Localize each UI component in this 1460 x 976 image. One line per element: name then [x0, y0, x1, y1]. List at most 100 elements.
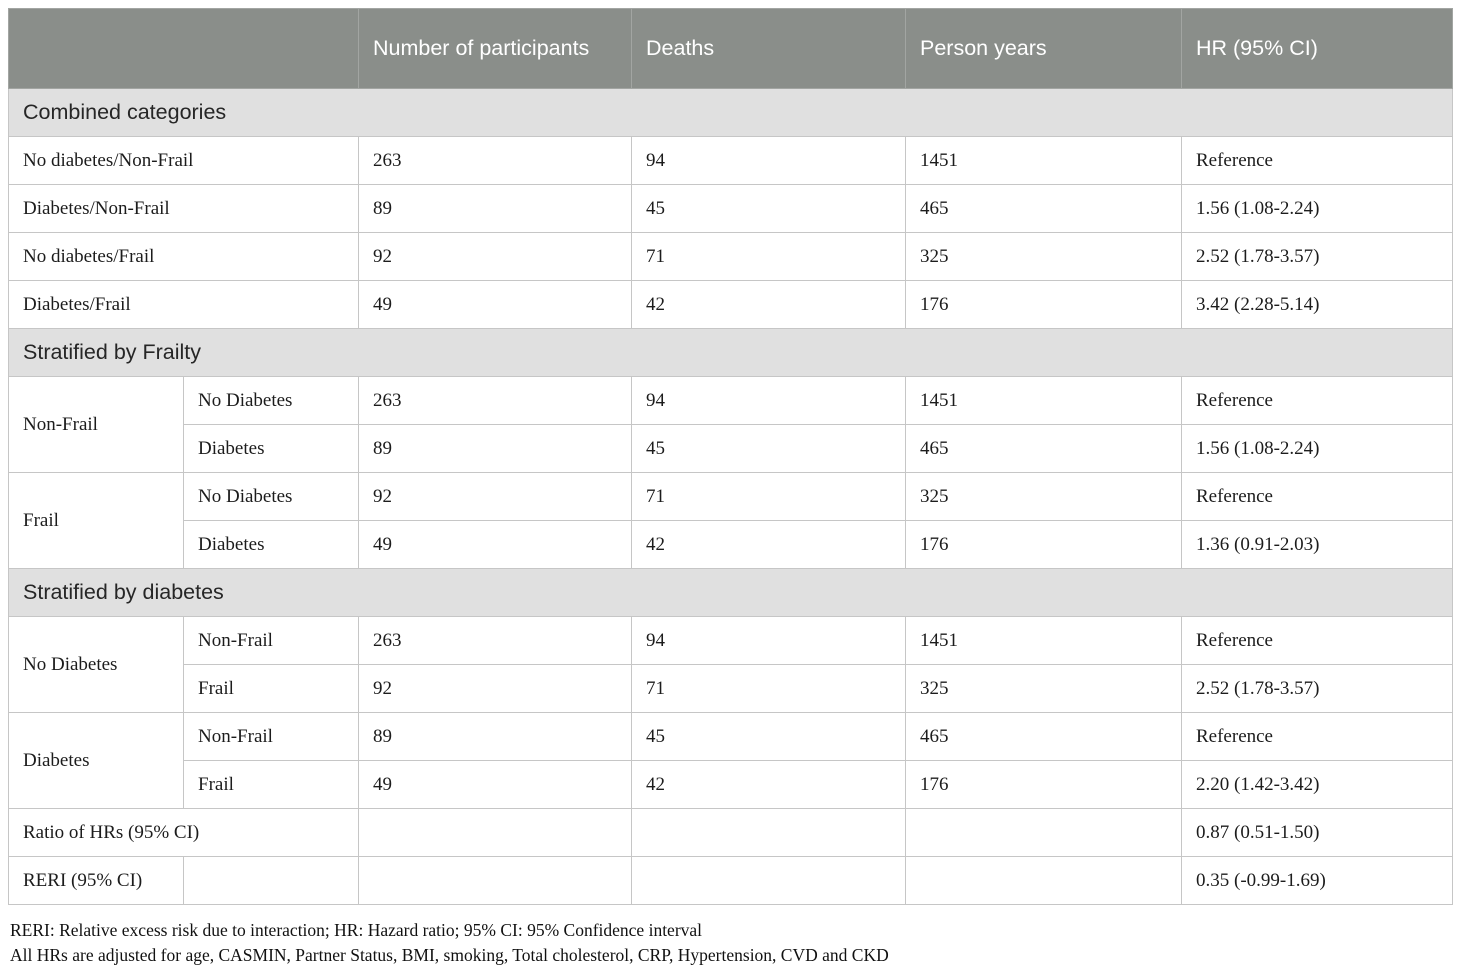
- cell-deaths: 71: [631, 232, 906, 281]
- table-row: Diabetes 49 42 176 1.36 (0.91-2.03): [9, 520, 1453, 569]
- cell-person-years: 465: [905, 712, 1182, 761]
- cell-deaths: 94: [631, 136, 906, 185]
- hazard-ratio-table: Number of participants Deaths Person yea…: [8, 8, 1453, 905]
- cell-hr: 3.42 (2.28-5.14): [1181, 280, 1453, 329]
- cell-sub-empty: [183, 856, 359, 905]
- cell-deaths-empty: [631, 808, 906, 857]
- cell-sub-label: Non-Frail: [183, 616, 359, 665]
- cell-hr: Reference: [1181, 376, 1453, 425]
- cell-deaths-empty: [631, 856, 906, 905]
- cell-deaths: 94: [631, 616, 906, 665]
- column-header-person-years: Person years: [905, 8, 1182, 89]
- table-row: Non-Frail No Diabetes 263 94 1451 Refere…: [8, 376, 1453, 473]
- cell-sub-label: No Diabetes: [183, 472, 359, 521]
- cell-hr: 1.36 (0.91-2.03): [1181, 520, 1453, 569]
- cell-sub-label: Diabetes: [183, 424, 359, 473]
- cell-person-years: 1451: [905, 376, 1182, 425]
- cell-group-label: No Diabetes: [8, 616, 184, 713]
- cell-participants: 263: [358, 376, 632, 425]
- table-row: Diabetes/Frail 49 42 176 3.42 (2.28-5.14…: [8, 280, 1453, 329]
- cell-hr: Reference: [1181, 472, 1453, 521]
- table-row: Frail 92 71 325 2.52 (1.78-3.57): [9, 664, 1453, 713]
- table-header-row: Number of participants Deaths Person yea…: [8, 8, 1453, 89]
- cell-participants: 263: [358, 136, 632, 185]
- table-row: No diabetes/Frail 92 71 325 2.52 (1.78-3…: [8, 232, 1453, 281]
- cell-person-years: 176: [905, 520, 1182, 569]
- section-title: Stratified by diabetes: [8, 568, 1453, 617]
- cell-hr: 2.20 (1.42-3.42): [1181, 760, 1453, 809]
- table-row-reri: RERI (95% CI) 0.35 (-0.99-1.69): [8, 856, 1453, 905]
- cell-sub-label: No Diabetes: [183, 376, 359, 425]
- cell-group-label: Diabetes: [8, 712, 184, 809]
- cell-participants: 49: [358, 280, 632, 329]
- cell-participants: 49: [358, 520, 632, 569]
- footnote-adjustments: All HRs are adjusted for age, CASMIN, Pa…: [10, 945, 889, 965]
- cell-sub-label: Non-Frail: [183, 712, 359, 761]
- cell-sub-label: Frail: [183, 664, 359, 713]
- cell-participants: 92: [358, 664, 632, 713]
- cell-hr: 0.35 (-0.99-1.69): [1181, 856, 1453, 905]
- cell-deaths: 42: [631, 280, 906, 329]
- cell-participants: 89: [358, 184, 632, 233]
- cell-participants: 92: [358, 472, 632, 521]
- cell-person-years: 176: [905, 280, 1182, 329]
- cell-person-years: 465: [905, 184, 1182, 233]
- cell-hr: Reference: [1181, 616, 1453, 665]
- cell-participants: 263: [358, 616, 632, 665]
- cell-participants: 49: [358, 760, 632, 809]
- table-row: No diabetes/Non-Frail 263 94 1451 Refere…: [8, 136, 1453, 185]
- cell-person-years-empty: [905, 808, 1182, 857]
- cell-participants-empty: [358, 808, 632, 857]
- column-header-hr: HR (95% CI): [1181, 8, 1453, 89]
- cell-label: No diabetes/Non-Frail: [8, 136, 359, 185]
- cell-person-years: 1451: [905, 136, 1182, 185]
- cell-participants: 92: [358, 232, 632, 281]
- cell-label: RERI (95% CI): [8, 856, 184, 905]
- cell-deaths: 45: [631, 184, 906, 233]
- cell-hr: 0.87 (0.51-1.50): [1181, 808, 1453, 857]
- cell-hr: 1.56 (1.08-2.24): [1181, 184, 1453, 233]
- cell-deaths: 45: [631, 424, 906, 473]
- table-row: Diabetes Non-Frail 89 45 465 Reference: [8, 712, 1453, 809]
- cell-label: Diabetes/Frail: [8, 280, 359, 329]
- cell-participants-empty: [358, 856, 632, 905]
- column-header-empty: [8, 8, 359, 89]
- footnote-abbreviations: RERI: Relative excess risk due to intera…: [10, 920, 703, 940]
- cell-sub-label: Frail: [183, 760, 359, 809]
- cell-person-years: 325: [905, 664, 1182, 713]
- cell-person-years: 176: [905, 760, 1182, 809]
- cell-hr: 2.52 (1.78-3.57): [1181, 664, 1453, 713]
- cell-person-years: 1451: [905, 616, 1182, 665]
- table-row: Diabetes/Non-Frail 89 45 465 1.56 (1.08-…: [8, 184, 1453, 233]
- table-footnotes: RERI: Relative excess risk due to intera…: [10, 918, 1450, 968]
- table-row: Frail 49 42 176 2.20 (1.42-3.42): [9, 760, 1453, 809]
- section-header-frailty: Stratified by Frailty: [8, 328, 1453, 377]
- section-header-combined: Combined categories: [8, 88, 1453, 137]
- cell-deaths: 71: [631, 472, 906, 521]
- cell-deaths: 42: [631, 520, 906, 569]
- cell-deaths: 71: [631, 664, 906, 713]
- cell-label: No diabetes/Frail: [8, 232, 359, 281]
- cell-label: Ratio of HRs (95% CI): [8, 808, 359, 857]
- cell-group-label: Non-Frail: [8, 376, 184, 473]
- table-row-ratio-of-hrs: Ratio of HRs (95% CI) 0.87 (0.51-1.50): [8, 808, 1453, 857]
- column-header-deaths: Deaths: [631, 8, 906, 89]
- section-title: Combined categories: [8, 88, 1453, 137]
- cell-deaths: 94: [631, 376, 906, 425]
- cell-label: Diabetes/Non-Frail: [8, 184, 359, 233]
- cell-hr: Reference: [1181, 712, 1453, 761]
- cell-hr: Reference: [1181, 136, 1453, 185]
- cell-deaths: 45: [631, 712, 906, 761]
- cell-hr: 2.52 (1.78-3.57): [1181, 232, 1453, 281]
- cell-group-label: Frail: [8, 472, 184, 569]
- cell-person-years: 465: [905, 424, 1182, 473]
- cell-person-years: 325: [905, 472, 1182, 521]
- section-title: Stratified by Frailty: [8, 328, 1453, 377]
- section-header-diabetes: Stratified by diabetes: [8, 568, 1453, 617]
- table-row: Frail No Diabetes 92 71 325 Reference: [8, 472, 1453, 569]
- table-row: Diabetes 89 45 465 1.56 (1.08-2.24): [9, 424, 1453, 473]
- cell-deaths: 42: [631, 760, 906, 809]
- cell-sub-label: Diabetes: [183, 520, 359, 569]
- cell-person-years: 325: [905, 232, 1182, 281]
